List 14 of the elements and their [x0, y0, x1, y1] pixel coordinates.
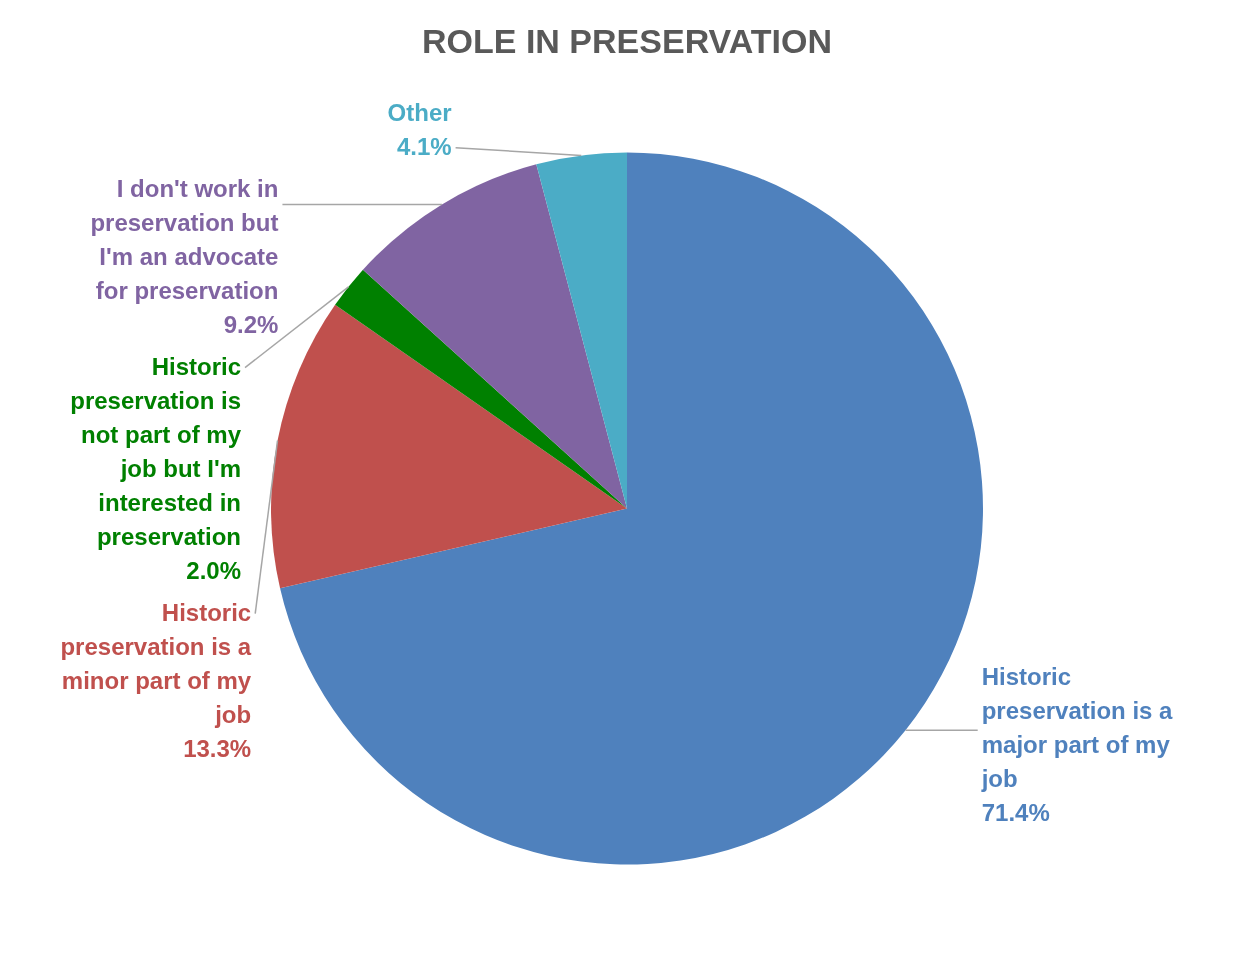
- data-label: 13.3%: [183, 734, 252, 762]
- pie-slice: [536, 152, 627, 509]
- chart-title: ROLE IN PRESERVATION: [422, 22, 832, 60]
- pie-slice: [335, 269, 627, 509]
- data-label: 71.4%: [981, 798, 1050, 826]
- data-label: 2.0%: [186, 556, 241, 584]
- slice-label: Historic preservation is a minor part of my job: [60, 598, 252, 728]
- slice-label: Historic preservation is not part of my job but I'm interested in preservation: [70, 352, 242, 550]
- slice-label: Other: [387, 98, 452, 126]
- pie-slice: [362, 164, 627, 509]
- data-label: 9.2%: [223, 310, 279, 338]
- data-label: 4.1%: [396, 132, 452, 160]
- slice-label: Historic preservation is a major part of my job: [980, 662, 1174, 792]
- slice-label: I don't work in preservation but I'm an advocate for preservation: [90, 174, 279, 304]
